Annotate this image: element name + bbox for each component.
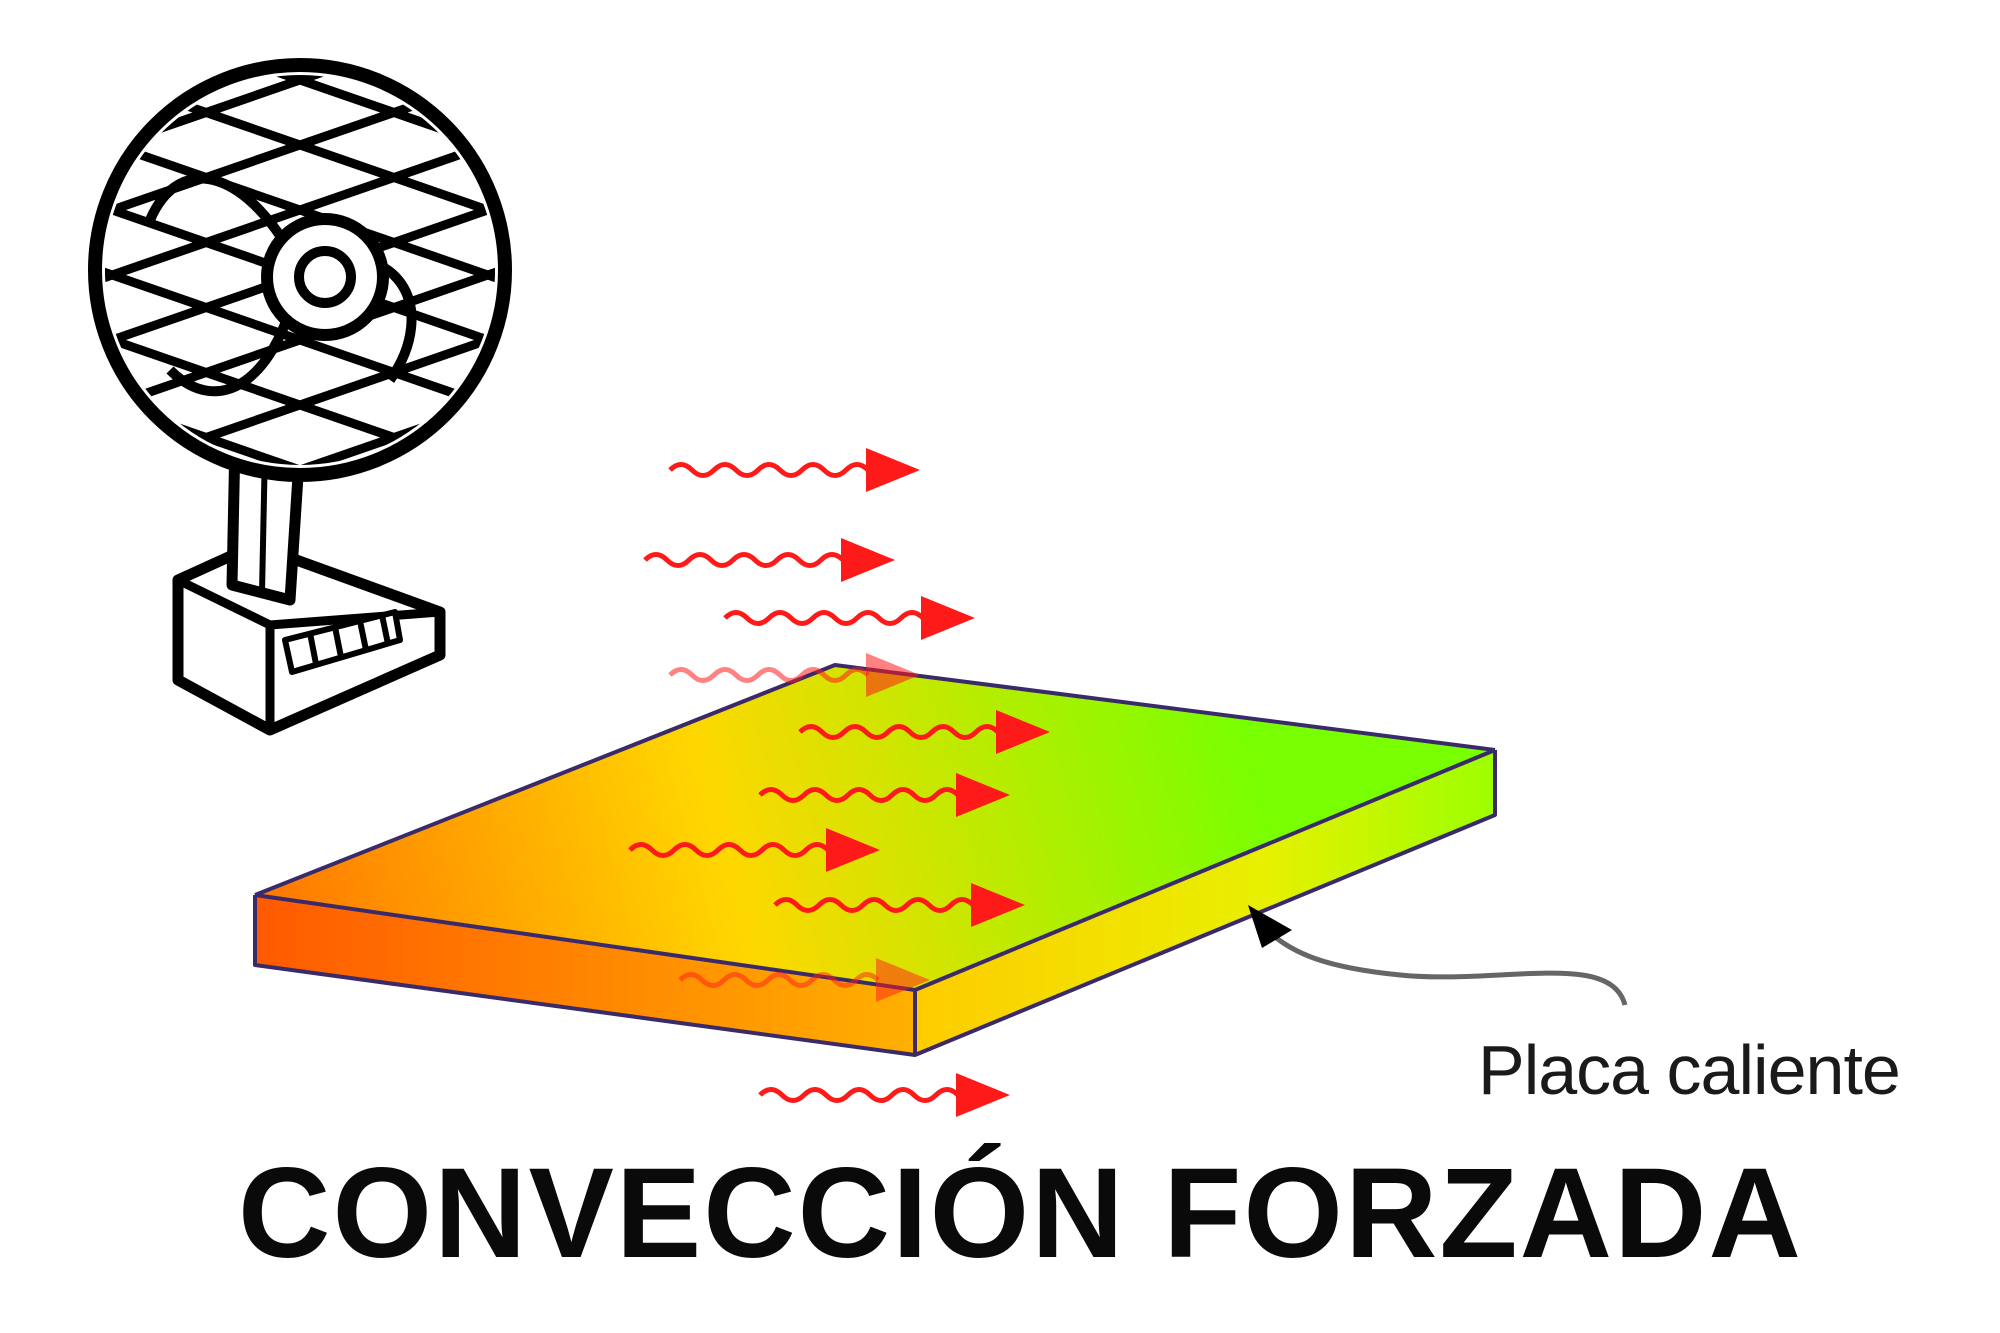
airflow-arrowhead-9 [876,958,930,1002]
plate-top-face [255,665,1495,990]
plate-front-face [255,895,915,1055]
fan-base [172,539,446,736]
desk-fan-icon [88,58,512,736]
airflow-arrowhead-1 [866,448,920,492]
airflow-wave-10 [758,1087,960,1103]
curved-pointer-arrow [1248,905,1628,1006]
airflow-arrowhead-2 [841,538,895,582]
airflow-wave-2 [643,552,845,568]
airflow-arrowhead-10 [956,1073,1010,1117]
plate-edges [253,663,1497,1057]
airflow-arrowhead-3 [921,596,975,640]
airflow-wave-4 [668,667,870,683]
diagram-title: CONVECCIÓN FORZADA [238,1142,1803,1285]
airflow-arrowhead-8 [971,883,1025,927]
airflow-arrowhead-5 [996,710,1050,754]
airflow-wave-7 [628,842,830,858]
airflow-wave-5 [798,724,1000,740]
fan-hub [261,213,389,341]
airflow-arrowhead-4 [866,653,920,697]
airflow-wave-1 [668,462,870,478]
plate-side-face [915,750,1495,1055]
airflow-arrowhead-7 [826,828,880,872]
airflow-wave-6 [758,787,960,803]
airflow-wave-3 [723,610,925,626]
airflow-wave-8 [773,897,975,913]
hot-plate-label: Placa caliente [1478,1031,1901,1109]
hot-plate [253,663,1497,1057]
airflow-wave-9 [678,972,880,988]
airflow-arrowhead-6 [956,773,1010,817]
airflow-arrows [628,448,1050,1117]
